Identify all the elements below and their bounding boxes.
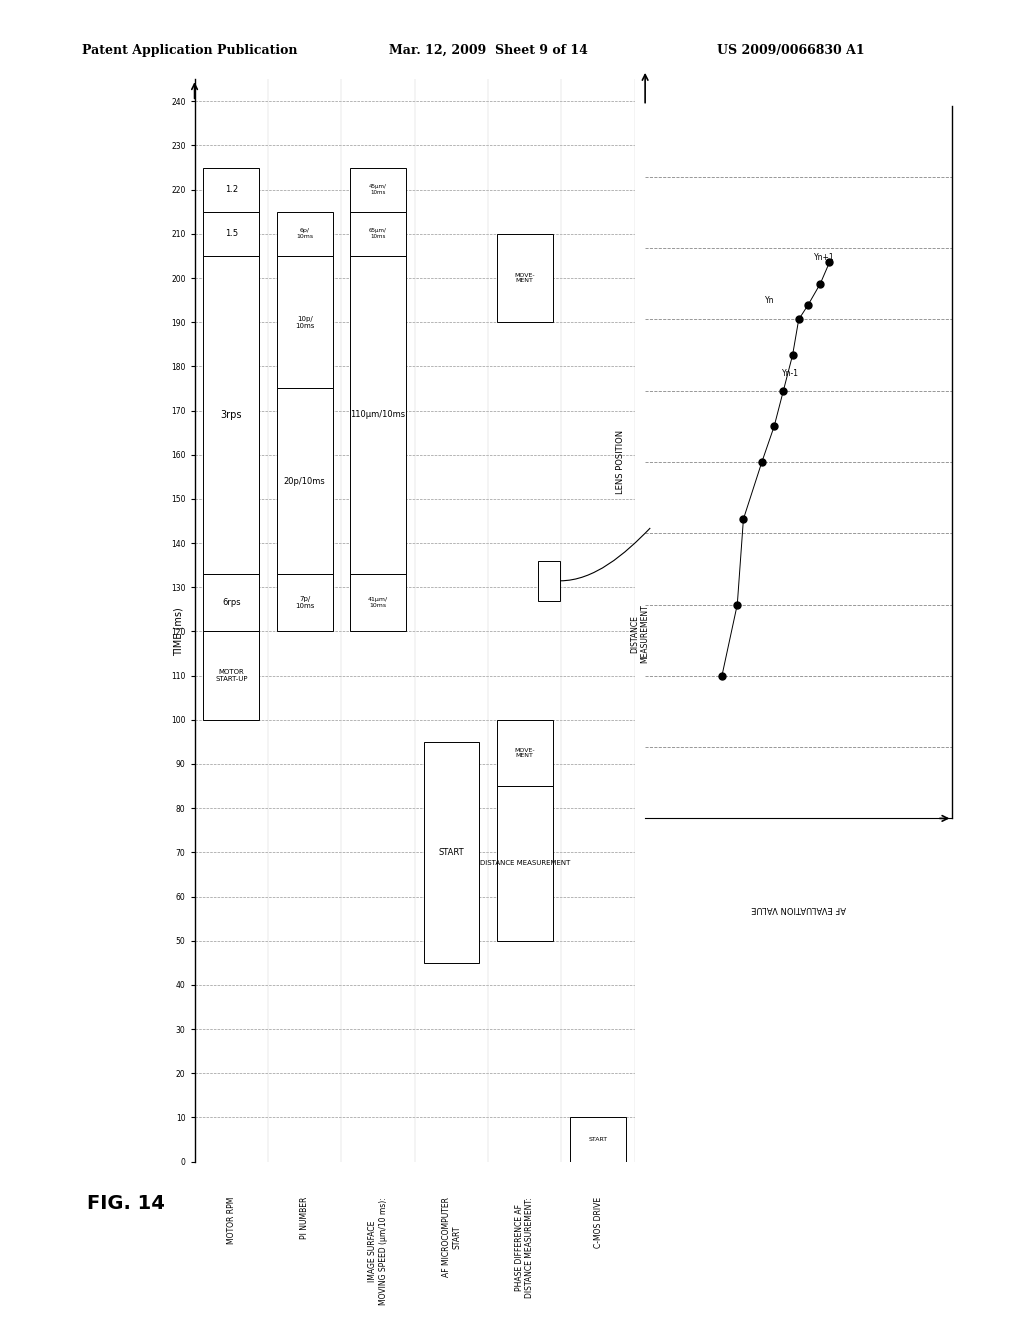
Text: DISTANCE
MEASUREMENT: DISTANCE MEASUREMENT	[631, 605, 649, 663]
Bar	[350, 574, 406, 631]
Text: PHASE DIFFERENCE AF
DISTANCE MEASUREMENT:: PHASE DIFFERENCE AF DISTANCE MEASUREMENT…	[515, 1197, 535, 1298]
Bar	[350, 256, 406, 574]
Text: MOVE-
MENT: MOVE- MENT	[514, 273, 536, 284]
Text: DISTANCE MEASUREMENT: DISTANCE MEASUREMENT	[479, 861, 570, 866]
Text: AF MICROCOMPUTER
START: AF MICROCOMPUTER START	[441, 1197, 461, 1276]
Text: Patent Application Publication: Patent Application Publication	[82, 44, 297, 57]
Bar	[570, 1118, 626, 1162]
Bar	[424, 742, 479, 962]
Bar	[204, 211, 259, 256]
Text: MOTOR
START-UP: MOTOR START-UP	[215, 669, 248, 682]
Text: Yn+1: Yn+1	[814, 253, 835, 263]
Point	[766, 416, 782, 437]
Text: MOTOR RPM: MOTOR RPM	[226, 1197, 236, 1245]
Point	[714, 665, 730, 686]
Text: PI NUMBER: PI NUMBER	[300, 1197, 309, 1239]
Bar	[204, 256, 259, 574]
Text: 7p/
10ms: 7p/ 10ms	[295, 597, 314, 610]
Point	[800, 294, 816, 315]
Text: FIG. 14: FIG. 14	[87, 1195, 165, 1213]
Bar	[276, 574, 333, 631]
Text: 1.2: 1.2	[224, 185, 238, 194]
Text: 1.5: 1.5	[224, 230, 238, 239]
Text: 3rps: 3rps	[220, 411, 242, 420]
Text: 10p/
10ms: 10p/ 10ms	[295, 315, 314, 329]
Point	[775, 380, 792, 401]
Text: IMAGE SURFACE
MOVING SPEED (μm/10 ms):: IMAGE SURFACE MOVING SPEED (μm/10 ms):	[369, 1197, 388, 1304]
Text: MOVE-
MENT: MOVE- MENT	[514, 747, 536, 758]
Bar	[276, 388, 333, 574]
Text: 65μm/
10ms: 65μm/ 10ms	[369, 228, 387, 239]
Bar	[276, 256, 333, 388]
Bar	[204, 574, 259, 631]
Bar	[350, 168, 406, 211]
Point	[791, 309, 807, 330]
Text: 41μm/
10ms: 41μm/ 10ms	[368, 598, 388, 609]
Bar	[276, 211, 333, 256]
Bar	[497, 787, 553, 941]
Text: START: START	[589, 1137, 608, 1142]
Text: START: START	[438, 847, 464, 857]
Text: AF EVALUATION VALUE: AF EVALUATION VALUE	[752, 904, 846, 913]
Bar	[204, 168, 259, 211]
Text: 20p/10ms: 20p/10ms	[284, 477, 326, 486]
Text: LENS POSITION: LENS POSITION	[616, 430, 625, 494]
Text: C-MOS DRIVE: C-MOS DRIVE	[594, 1197, 603, 1249]
Text: Mar. 12, 2009  Sheet 9 of 14: Mar. 12, 2009 Sheet 9 of 14	[389, 44, 588, 57]
Point	[821, 252, 838, 273]
Point	[812, 273, 828, 294]
Point	[784, 345, 801, 366]
Point	[729, 594, 745, 615]
Point	[754, 451, 770, 473]
Text: Yn-1: Yn-1	[781, 370, 799, 379]
Text: Yn: Yn	[765, 296, 774, 305]
Text: US 2009/0066830 A1: US 2009/0066830 A1	[717, 44, 864, 57]
Text: 6p/
10ms: 6p/ 10ms	[296, 228, 313, 239]
Bar	[204, 631, 259, 719]
Text: 45μm/
10ms: 45μm/ 10ms	[369, 185, 387, 195]
Text: 6rps: 6rps	[222, 598, 241, 607]
Point	[735, 508, 752, 529]
Bar	[350, 211, 406, 256]
Bar	[497, 719, 553, 787]
Text: TIME (ms): TIME (ms)	[173, 607, 183, 656]
Bar	[497, 234, 553, 322]
Text: 110μm/10ms: 110μm/10ms	[350, 411, 406, 420]
